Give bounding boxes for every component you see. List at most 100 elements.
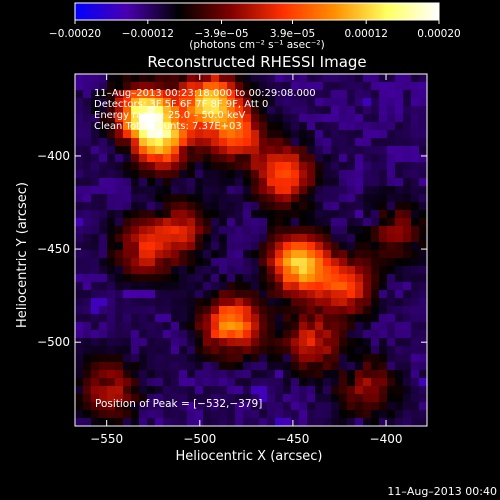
heatmap-cell: [171, 258, 180, 267]
heatmap-cell: [235, 210, 244, 219]
heatmap-cell: [355, 346, 364, 355]
heatmap-cell: [363, 274, 372, 283]
heatmap-cell: [195, 106, 204, 115]
heatmap-cell: [163, 290, 172, 299]
heatmap-cell: [331, 130, 340, 139]
heatmap-cell: [107, 98, 116, 107]
heatmap-cell: [139, 322, 148, 331]
heatmap-cell: [227, 186, 236, 195]
heatmap-cell: [355, 402, 364, 411]
heatmap-cell: [107, 210, 116, 219]
heatmap-cell: [275, 354, 284, 363]
heatmap-cell: [323, 250, 332, 259]
heatmap-cell: [99, 162, 108, 171]
heatmap-cell: [419, 258, 428, 267]
heatmap-cell: [331, 250, 340, 259]
heatmap-cell: [163, 130, 172, 139]
heatmap-cell: [323, 282, 332, 291]
heatmap-cell: [347, 74, 356, 83]
heatmap-cell: [387, 74, 396, 83]
heatmap-cell: [267, 298, 276, 307]
heatmap-cell: [219, 122, 228, 131]
heatmap-cell: [235, 338, 244, 347]
heatmap-cell: [99, 138, 108, 147]
heatmap-cell: [331, 242, 340, 251]
heatmap-cell: [387, 250, 396, 259]
heatmap-cell: [91, 154, 100, 163]
heatmap-cell: [155, 330, 164, 339]
heatmap-cell: [411, 138, 420, 147]
heatmap-cell: [75, 290, 84, 299]
heatmap-cell: [419, 386, 428, 395]
heatmap-cell: [395, 122, 404, 131]
heatmap-cell: [131, 130, 140, 139]
heatmap-cell: [331, 226, 340, 235]
heatmap-cell: [107, 178, 116, 187]
heatmap-cell: [299, 154, 308, 163]
heatmap-cell: [99, 178, 108, 187]
heatmap-cell: [331, 394, 340, 403]
heatmap-cell: [283, 242, 292, 251]
heatmap-cell: [131, 338, 140, 347]
heatmap-cell: [75, 258, 84, 267]
heatmap-cell: [195, 170, 204, 179]
heatmap-cell: [123, 370, 132, 379]
heatmap-cell: [227, 386, 236, 395]
heatmap-cell: [395, 370, 404, 379]
heatmap-cell: [195, 354, 204, 363]
heatmap-cell: [91, 354, 100, 363]
heatmap-cell: [315, 266, 324, 275]
heatmap-cell: [371, 298, 380, 307]
heatmap-cell: [275, 258, 284, 267]
heatmap-cell: [155, 130, 164, 139]
heatmap-cell: [339, 418, 348, 427]
heatmap-cell: [355, 138, 364, 147]
heatmap-cell: [243, 114, 252, 123]
heatmap-cell: [371, 194, 380, 203]
heatmap-cell: [123, 250, 132, 259]
heatmap-cell: [315, 138, 324, 147]
heatmap-cell: [395, 114, 404, 123]
heatmap-cell: [267, 114, 276, 123]
heatmap-cell: [75, 394, 84, 403]
heatmap-cell: [403, 178, 412, 187]
heatmap-cell: [395, 314, 404, 323]
heatmap-cell: [83, 210, 92, 219]
heatmap-cell: [371, 82, 380, 91]
heatmap-cell: [419, 82, 428, 91]
heatmap-cell: [419, 170, 428, 179]
heatmap-cell: [411, 266, 420, 275]
heatmap-cell: [395, 418, 404, 427]
heatmap-cell: [139, 298, 148, 307]
heatmap-cell: [331, 418, 340, 427]
heatmap-cell: [411, 394, 420, 403]
heatmap-cell: [187, 346, 196, 355]
heatmap-cell: [235, 330, 244, 339]
heatmap-cell: [323, 386, 332, 395]
heatmap-cell: [323, 154, 332, 163]
heatmap-cell: [275, 298, 284, 307]
heatmap-cell: [355, 194, 364, 203]
heatmap-cell: [307, 338, 316, 347]
heatmap-cell: [163, 154, 172, 163]
heatmap-cell: [99, 338, 108, 347]
heatmap-cell: [211, 402, 220, 411]
heatmap-cell: [219, 226, 228, 235]
heatmap-cell: [243, 354, 252, 363]
heatmap-cell: [163, 146, 172, 155]
heatmap-cell: [211, 74, 220, 83]
heatmap-cell: [203, 346, 212, 355]
heatmap-cell: [387, 138, 396, 147]
heatmap-cell: [195, 362, 204, 371]
heatmap-cell: [211, 122, 220, 131]
heatmap-cell: [299, 346, 308, 355]
heatmap-cell: [139, 394, 148, 403]
heatmap-cell: [355, 322, 364, 331]
heatmap-cell: [211, 370, 220, 379]
heatmap-cell: [363, 90, 372, 99]
heatmap-cell: [83, 330, 92, 339]
heatmap-cell: [235, 202, 244, 211]
heatmap-cell: [211, 242, 220, 251]
heatmap-cell: [419, 410, 428, 419]
heatmap-cell: [147, 218, 156, 227]
